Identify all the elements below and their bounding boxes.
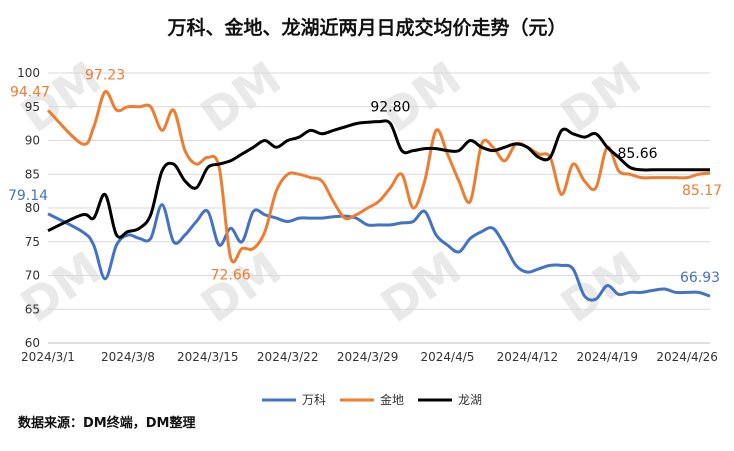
data-label-万科: 79.14 <box>8 188 48 204</box>
data-label-金地: 97.23 <box>85 68 125 84</box>
y-tick-label: 95 <box>25 100 40 114</box>
x-tick-label: 2024/4/5 <box>421 350 475 364</box>
series-line-金地 <box>46 90 711 264</box>
x-tick-label: 2024/3/8 <box>101 350 155 364</box>
source-note: 数据来源：DM终端，DM整理 <box>18 415 195 431</box>
data-labels: 79.14 66.93 94.47 97.23 72.66 85.17 92.80 85.66 <box>8 68 722 287</box>
data-label-金地: 85.17 <box>682 183 722 199</box>
legend: 万科 金地 龙湖 <box>262 392 482 407</box>
data-label-龙湖: 85.66 <box>617 146 657 162</box>
x-tick-label: 2024/3/15 <box>177 350 239 364</box>
watermark-text: DM <box>551 241 651 333</box>
x-tick-label: 2024/4/26 <box>656 350 718 364</box>
data-label-龙湖: 92.80 <box>370 100 410 116</box>
x-tick-label: 2024/3/22 <box>257 350 319 364</box>
watermark-text: DM <box>371 51 471 143</box>
series-line-龙湖 <box>47 119 710 239</box>
series-line-万科 <box>47 203 711 302</box>
x-tick-label: 2024/4/12 <box>497 350 559 364</box>
data-label-金地: 72.66 <box>211 268 251 284</box>
watermark-text: DM <box>371 241 471 333</box>
series-layer <box>46 90 711 302</box>
data-label-万科: 66.93 <box>680 270 720 286</box>
x-axis: 2024/3/1 2024/3/8 2024/3/15 2024/3/22 2024/3… <box>21 350 718 364</box>
x-tick-label: 2024/3/29 <box>337 350 399 364</box>
y-tick-label: 90 <box>25 134 40 148</box>
x-tick-label: 2024/3/1 <box>21 350 75 364</box>
x-tick-label: 2024/4/19 <box>577 350 639 364</box>
y-tick-label: 80 <box>25 201 40 215</box>
y-tick-label: 70 <box>25 269 40 283</box>
data-label-金地: 94.47 <box>10 84 50 100</box>
y-tick-label: 75 <box>25 235 40 249</box>
legend-label-万科: 万科 <box>302 393 326 407</box>
legend-label-金地: 金地 <box>380 392 404 407</box>
legend-label-龙湖: 龙湖 <box>458 392 482 407</box>
y-tick-label: 85 <box>25 167 40 181</box>
y-axis: 60 65 70 75 80 85 90 95 100 <box>17 66 40 350</box>
watermark-text: DM <box>191 241 291 333</box>
chart-title: 万科、金地、龙湖近两月日成交均价走势（元） <box>166 16 566 39</box>
y-tick-label: 65 <box>25 302 40 316</box>
y-tick-label: 60 <box>25 336 40 350</box>
gridlines <box>48 72 710 344</box>
watermark-text: DM <box>191 51 291 143</box>
y-tick-label: 100 <box>17 66 40 80</box>
